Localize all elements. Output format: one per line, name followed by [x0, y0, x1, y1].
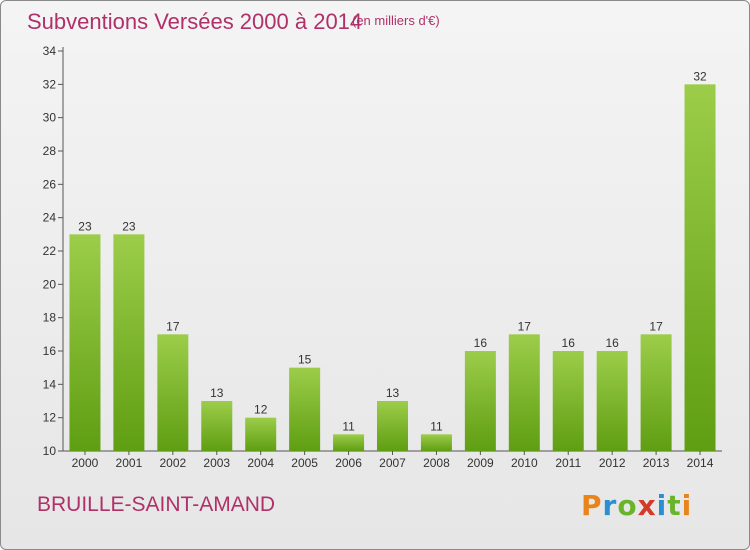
y-tick-label: 10: [43, 444, 57, 458]
bar: [552, 351, 584, 451]
bar: [377, 401, 408, 451]
bar-value-label: 13: [386, 386, 400, 400]
bar-value-label: 12: [254, 403, 268, 417]
x-tick-label: 2000: [72, 456, 99, 470]
bar: [464, 351, 496, 451]
x-tick-label: 2007: [379, 456, 406, 470]
bar: [157, 334, 189, 451]
commune-name: BRUILLE-SAINT-AMAND: [37, 493, 276, 516]
bar: [508, 334, 540, 451]
y-tick-label: 28: [43, 144, 57, 158]
x-tick-label: 2003: [203, 456, 230, 470]
x-tick-label: 2009: [467, 456, 494, 470]
bar: [245, 417, 277, 451]
y-tick-label: 32: [43, 77, 57, 91]
bar: [684, 84, 716, 451]
y-tick-label: 12: [43, 411, 57, 425]
proxiti-logo: Proxiti: [581, 489, 693, 522]
bar: [69, 234, 101, 451]
y-tick-label: 24: [43, 211, 57, 225]
bar-value-label: 32: [693, 69, 707, 83]
bar-value-label: 17: [166, 319, 180, 333]
bar-value-label: 11: [430, 419, 443, 433]
bar: [640, 334, 672, 451]
x-tick-label: 2001: [116, 456, 143, 470]
bar: [201, 401, 233, 451]
bar-value-label: 16: [562, 336, 576, 350]
bar-value-label: 16: [605, 336, 619, 350]
x-tick-label: 2014: [687, 456, 714, 470]
bar: [420, 434, 452, 451]
y-tick-label: 16: [43, 344, 57, 358]
x-tick-label: 2006: [335, 456, 362, 470]
bar-value-label: 16: [474, 336, 488, 350]
bar: [596, 351, 628, 451]
bar-value-label: 11: [342, 419, 355, 433]
x-tick-label: 2013: [643, 456, 670, 470]
bar-value-label: 15: [298, 353, 312, 367]
y-tick-label: 18: [43, 311, 57, 325]
y-tick-label: 34: [43, 44, 57, 58]
bar-value-label: 17: [518, 319, 532, 333]
y-tick-label: 14: [43, 377, 57, 391]
x-tick-label: 2002: [159, 456, 186, 470]
x-tick-label: 2010: [511, 456, 538, 470]
chart-subtitle: (en milliers d'€): [352, 13, 440, 28]
x-tick-label: 2011: [555, 456, 581, 470]
y-tick-label: 20: [43, 277, 57, 291]
x-tick-label: 2008: [423, 456, 450, 470]
y-tick-label: 30: [43, 111, 57, 125]
bar-value-label: 23: [122, 219, 136, 233]
x-tick-label: 2005: [291, 456, 318, 470]
bar: [113, 234, 145, 451]
bar-value-label: 23: [78, 219, 92, 233]
chart-title: Subventions Versées 2000 à 2014: [27, 9, 363, 34]
x-tick-label: 2012: [599, 456, 626, 470]
y-tick-label: 22: [43, 244, 57, 258]
bar: [333, 434, 365, 451]
bar: [289, 367, 321, 451]
bar-value-label: 13: [210, 386, 224, 400]
bar-value-label: 17: [649, 319, 663, 333]
x-tick-label: 2004: [247, 456, 274, 470]
y-tick-label: 26: [43, 177, 57, 191]
